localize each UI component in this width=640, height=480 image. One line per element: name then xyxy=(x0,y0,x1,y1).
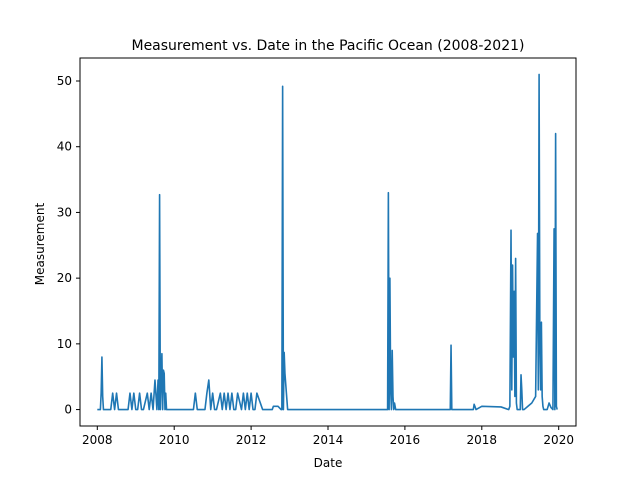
y-tick-label: 30 xyxy=(57,205,72,219)
y-axis-label: Measurement xyxy=(33,203,47,286)
y-tick-label: 40 xyxy=(57,140,72,154)
y-tick-label: 10 xyxy=(57,337,72,351)
x-tick-label: 2018 xyxy=(467,433,498,447)
x-axis-ticks: 2008 2010 2012 2014 2016 2018 2020 xyxy=(82,426,574,447)
series-line-0 xyxy=(97,73,558,411)
y-tick-label: 20 xyxy=(57,271,72,285)
x-axis-label: Date xyxy=(314,456,343,470)
x-tick-label: 2010 xyxy=(159,433,190,447)
plot-area xyxy=(97,73,558,411)
x-tick-label: 2016 xyxy=(390,433,421,447)
x-tick-label: 2020 xyxy=(543,433,574,447)
y-tick-label: 0 xyxy=(64,403,72,417)
x-tick-label: 2008 xyxy=(82,433,113,447)
chart-title: Measurement vs. Date in the Pacific Ocea… xyxy=(131,38,524,54)
x-tick-label: 2014 xyxy=(313,433,344,447)
plot-frame xyxy=(79,57,577,427)
y-tick-label: 50 xyxy=(57,74,72,88)
x-tick-label: 2012 xyxy=(236,433,267,447)
y-axis-ticks: 0 10 20 30 40 50 xyxy=(57,74,80,417)
